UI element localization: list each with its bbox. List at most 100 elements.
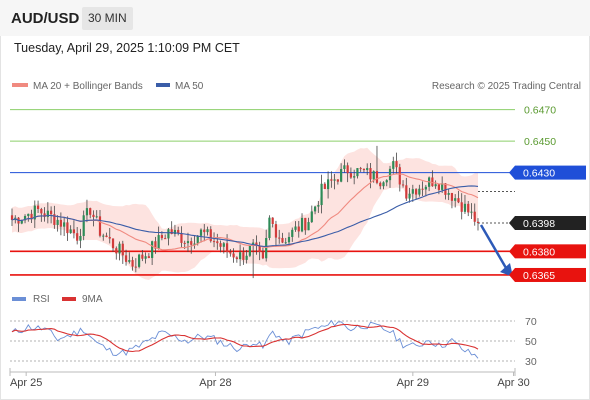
candle-body <box>450 193 454 201</box>
candle-body <box>79 235 82 241</box>
candle <box>69 225 72 234</box>
candle <box>177 226 180 236</box>
candlestick-series <box>10 145 480 279</box>
candle <box>167 228 170 246</box>
candle-body <box>131 260 134 267</box>
candle-body <box>76 233 79 241</box>
candle <box>359 166 362 172</box>
candle-body <box>379 182 382 187</box>
candle <box>297 220 300 238</box>
candle-body <box>167 229 170 239</box>
candle <box>444 182 447 200</box>
ma20-legend-label: MA 20 + Bollinger Bands <box>33 81 143 92</box>
candle <box>173 224 177 237</box>
forecast-arrow-head <box>500 262 513 277</box>
candle-body <box>59 219 62 227</box>
candle <box>460 193 463 220</box>
x-tick-label: Apr 30 <box>497 377 529 389</box>
candle <box>447 188 450 201</box>
candle-body <box>10 215 14 221</box>
candle-body <box>95 216 98 218</box>
candle-body <box>255 242 258 247</box>
bollinger-bands <box>12 147 478 280</box>
moving-averages <box>11 173 479 251</box>
candle <box>313 205 317 215</box>
candle-body <box>258 246 261 252</box>
forecast-arrow-shaft <box>479 224 508 269</box>
candle-body <box>333 179 336 181</box>
candle-body <box>473 211 476 222</box>
candle-body <box>414 189 418 195</box>
candle-body <box>85 208 89 216</box>
candle-body <box>245 255 248 260</box>
candle <box>379 181 382 190</box>
credit-text: Research © 2025 Trading Central <box>432 81 581 92</box>
candle-body <box>444 183 447 195</box>
candle-body <box>467 203 470 213</box>
rsi-legend-swatch <box>12 297 26 301</box>
candle <box>219 240 222 253</box>
level-label-0.6450: 0.6450 <box>524 136 556 148</box>
candle-body <box>411 189 414 194</box>
candle-body <box>405 185 408 199</box>
candle-body <box>382 182 385 187</box>
x-tick-label: Apr 25 <box>10 377 42 389</box>
rsi-tick-label-30: 30 <box>525 356 537 368</box>
candle <box>401 180 405 188</box>
candle-body <box>330 179 333 181</box>
candle <box>105 232 108 238</box>
candle-body <box>193 243 196 245</box>
candle-body <box>72 229 76 234</box>
timeframe-badge[interactable]: 30 MIN <box>82 7 133 30</box>
candle <box>424 184 427 197</box>
candle <box>369 163 372 189</box>
candle-body <box>326 179 330 190</box>
candle <box>398 163 401 192</box>
candle-body <box>141 254 144 259</box>
candle-body <box>323 183 326 190</box>
candle <box>36 200 40 213</box>
candle <box>284 237 287 245</box>
candle <box>450 192 454 209</box>
candle-body <box>196 235 199 244</box>
rsi-ma-legend-label: 9MA <box>82 294 103 305</box>
candle-body <box>392 161 395 169</box>
forecast-arrow <box>479 224 513 277</box>
level-tag-0.6365 <box>515 267 586 282</box>
candle-body <box>294 226 297 230</box>
candle <box>209 226 212 243</box>
candle-body <box>369 168 372 180</box>
candle <box>180 226 183 248</box>
ma20-legend-swatch <box>12 83 28 87</box>
candle-body <box>340 169 343 182</box>
level-label-0.6365: 0.6365 <box>523 270 555 282</box>
candle-body <box>356 168 359 177</box>
candle-body <box>222 243 225 247</box>
candle <box>326 171 330 199</box>
candle-body <box>219 243 222 247</box>
candle-body <box>180 233 183 243</box>
candle-body <box>431 177 434 187</box>
candle-body <box>36 205 40 209</box>
candle <box>124 249 128 266</box>
rsi-legend-label: RSI <box>33 294 50 305</box>
candle-body <box>160 235 164 239</box>
level-tag-tip <box>509 267 515 282</box>
candle-body <box>343 165 346 170</box>
candle-body <box>56 219 59 225</box>
candle <box>216 233 219 250</box>
candle-body <box>353 176 356 178</box>
candle-body <box>434 184 437 187</box>
candle <box>56 215 59 232</box>
candle-body <box>265 238 268 259</box>
candle-body <box>307 222 310 231</box>
ma50-line <box>11 185 479 247</box>
candle-body <box>170 229 173 234</box>
level-tag-0.6430 <box>515 165 586 180</box>
candle-body <box>128 260 131 262</box>
candle <box>115 246 118 260</box>
candle <box>108 227 111 244</box>
candle <box>79 228 82 249</box>
candle-body <box>137 254 141 267</box>
candle <box>463 195 467 215</box>
